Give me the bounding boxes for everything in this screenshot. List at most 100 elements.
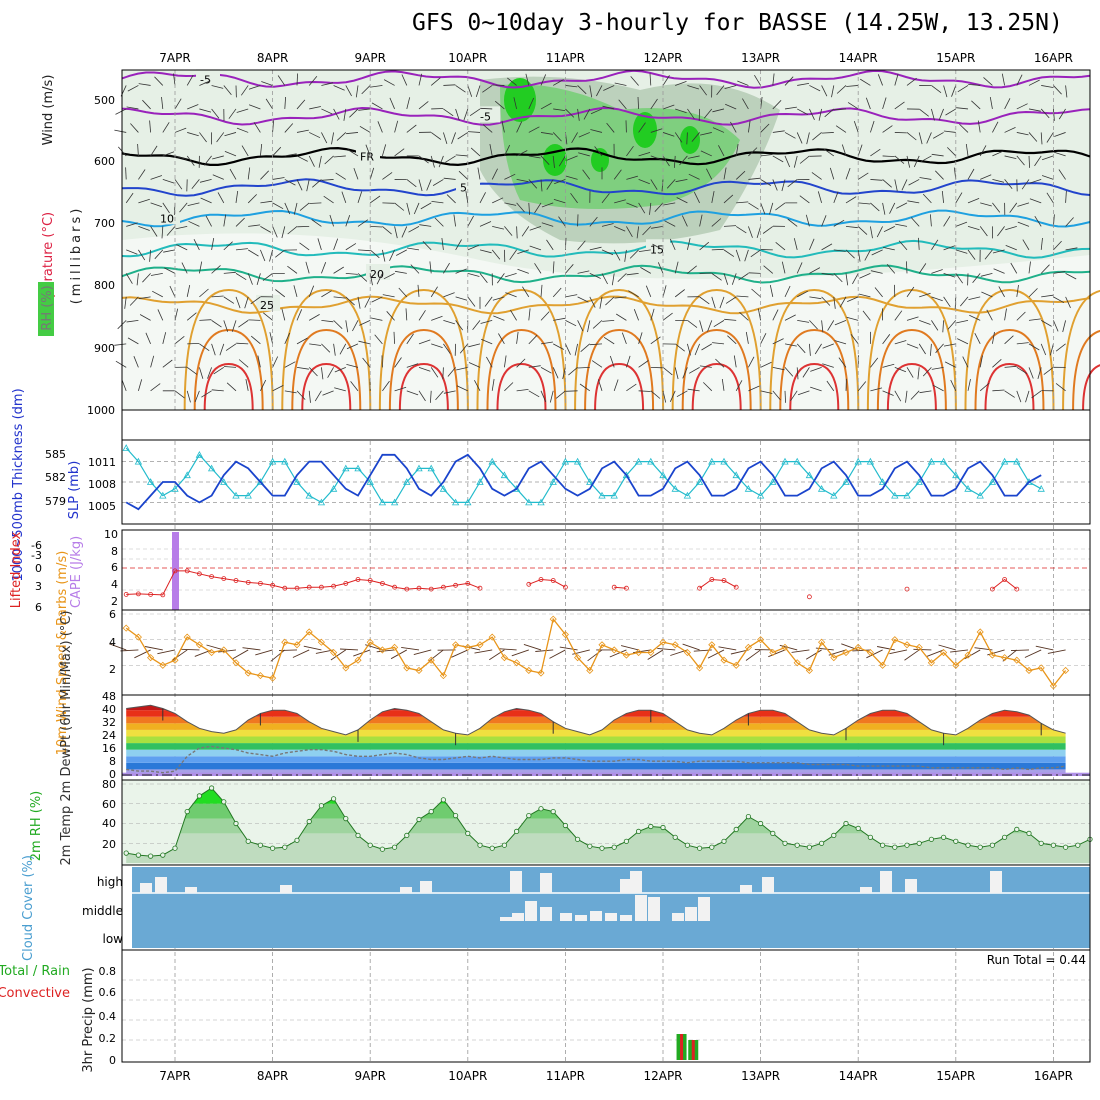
wind-marker-6 xyxy=(195,641,203,649)
upper-barb-77-703 xyxy=(1065,217,1074,227)
cloud-bg xyxy=(132,867,1090,948)
wind-barb-11 xyxy=(242,647,261,651)
upper-barb-66-855 xyxy=(931,320,939,331)
upper-barb-42-589 xyxy=(638,152,651,157)
page-title: GFS 0~10day 3-hourly for BASSE (14.25W, … xyxy=(412,10,1063,36)
upper-barb-75-665 xyxy=(1029,198,1042,204)
upper-barb-15-475 xyxy=(308,76,318,86)
wind-marker-69 xyxy=(964,651,972,659)
thickness-marker-2 xyxy=(146,478,155,485)
upper-barb-64-741 xyxy=(898,240,908,251)
wind-marker-64 xyxy=(903,641,911,649)
thickness-marker-43 xyxy=(647,457,655,465)
upper-barb-51-817 xyxy=(736,295,749,298)
upper-barb-75-817 xyxy=(1041,294,1054,298)
rh2m-axis-label: 2m RH (%) xyxy=(29,791,44,862)
t2m-tick-32: 32 xyxy=(102,716,116,729)
wind-marker-35 xyxy=(549,615,557,623)
upper-barb-64-665 xyxy=(896,202,908,209)
upper-barb-22-969 xyxy=(394,386,407,392)
upper-barb-16-855 xyxy=(321,319,334,323)
upper-barb-71-855 xyxy=(986,309,993,321)
upper-barb-8-589 xyxy=(212,155,224,160)
upper-barb-27-627 xyxy=(443,177,456,180)
upper-barb-52-551 xyxy=(760,123,770,133)
upper-barb-35-969 xyxy=(549,390,554,403)
upper-barb-39-931 xyxy=(591,360,603,368)
upper-barb-49-855 xyxy=(713,320,725,328)
upper-barb-7-817 xyxy=(211,295,224,298)
wind-barb-55 xyxy=(779,644,798,651)
upper-barb-3-703 xyxy=(161,226,164,239)
upper-barb-2-931 xyxy=(150,355,155,368)
upper-barb-44-703 xyxy=(651,226,664,229)
upper-barb-75-741 xyxy=(1040,237,1043,250)
upper-barb-28-551 xyxy=(457,132,469,140)
upper-barb-58-551 xyxy=(821,132,834,134)
upper-barb-62-741 xyxy=(871,249,883,256)
wind-marker-41 xyxy=(622,651,630,659)
upper-barb-41-475 xyxy=(614,82,627,86)
date-top-7: 14APR xyxy=(839,51,878,65)
upper-barb-30-893 xyxy=(481,338,493,345)
rh-saturated-0 xyxy=(504,78,536,122)
wind-marker-22 xyxy=(391,643,399,651)
upper-barb-9-551 xyxy=(224,132,237,137)
cloud-panel xyxy=(132,867,1090,948)
upper-barb-33-703 xyxy=(521,226,530,237)
upper-barb-31-665 xyxy=(504,202,517,206)
upper-barb-43-513 xyxy=(650,98,658,110)
rh-point-33 xyxy=(526,812,532,819)
upper-barb-11-931 xyxy=(257,355,261,368)
upper-barb-39-741 xyxy=(601,249,614,256)
upper-barb-7-931 xyxy=(207,367,212,379)
upper-barb-66-741 xyxy=(931,239,939,251)
upper-barb-56-551 xyxy=(806,132,810,145)
wind-barb-30 xyxy=(474,649,493,654)
wind-barb-56 xyxy=(791,649,810,653)
upper-barb-32-931 xyxy=(516,358,526,368)
upper-barb-10-893 xyxy=(236,342,249,345)
wind-marker-74 xyxy=(1025,666,1033,675)
upper-barb-26-779 xyxy=(443,262,450,274)
upper-barb-76-855 xyxy=(1053,320,1059,332)
upper-barb-4-893 xyxy=(174,335,185,345)
rh-point-57 xyxy=(818,840,825,846)
isotherm--5-0 xyxy=(121,69,1091,89)
cloud-high-12 xyxy=(860,887,872,893)
pr-tick-08: 0.8 xyxy=(99,965,117,978)
upper-barb-0-969 xyxy=(121,379,127,391)
upper-barb-54-589 xyxy=(784,155,791,168)
upper-barb-51-551 xyxy=(748,120,751,133)
upper-barb-19-475 xyxy=(355,85,359,98)
upper-barb-36-513 xyxy=(565,108,575,118)
upper-barb-60-741 xyxy=(857,249,861,262)
upper-barb-18-893 xyxy=(339,343,347,355)
upper-barb-1-551 xyxy=(130,123,139,133)
upper-barb-18-703 xyxy=(345,214,351,227)
wind-barb-22 xyxy=(376,649,395,653)
thickness-marker-36 xyxy=(561,457,570,465)
warm-loop-4-2 xyxy=(594,362,645,411)
upper-barb-6-779 xyxy=(199,261,203,274)
upper-barb-67-893 xyxy=(935,343,944,354)
wind-marker-16 xyxy=(317,638,325,646)
wind-barb-67 xyxy=(926,649,944,657)
rh-point-37 xyxy=(574,836,581,842)
upper-barb-69-855 xyxy=(956,319,969,324)
upper-barb-62-551 xyxy=(882,125,893,133)
upper-barb-26-551 xyxy=(443,132,448,145)
upper-barb-72-589 xyxy=(1004,155,1017,159)
upper-barb-49-893 xyxy=(712,342,725,345)
rh-point-10 xyxy=(245,838,251,844)
cloud-mid-13 xyxy=(698,897,710,921)
thickness-line xyxy=(125,447,1042,504)
wind-marker-1 xyxy=(134,633,142,641)
thickness-marker-54 xyxy=(781,457,789,465)
upper-barb-47-817 xyxy=(699,296,710,305)
upper-barb-48-551 xyxy=(700,132,712,136)
upper-barb-73-551 xyxy=(1016,132,1029,136)
rh-point-43 xyxy=(648,823,654,830)
upper-barb-50-779 xyxy=(731,273,737,285)
upper-barb-61-703 xyxy=(870,226,873,239)
